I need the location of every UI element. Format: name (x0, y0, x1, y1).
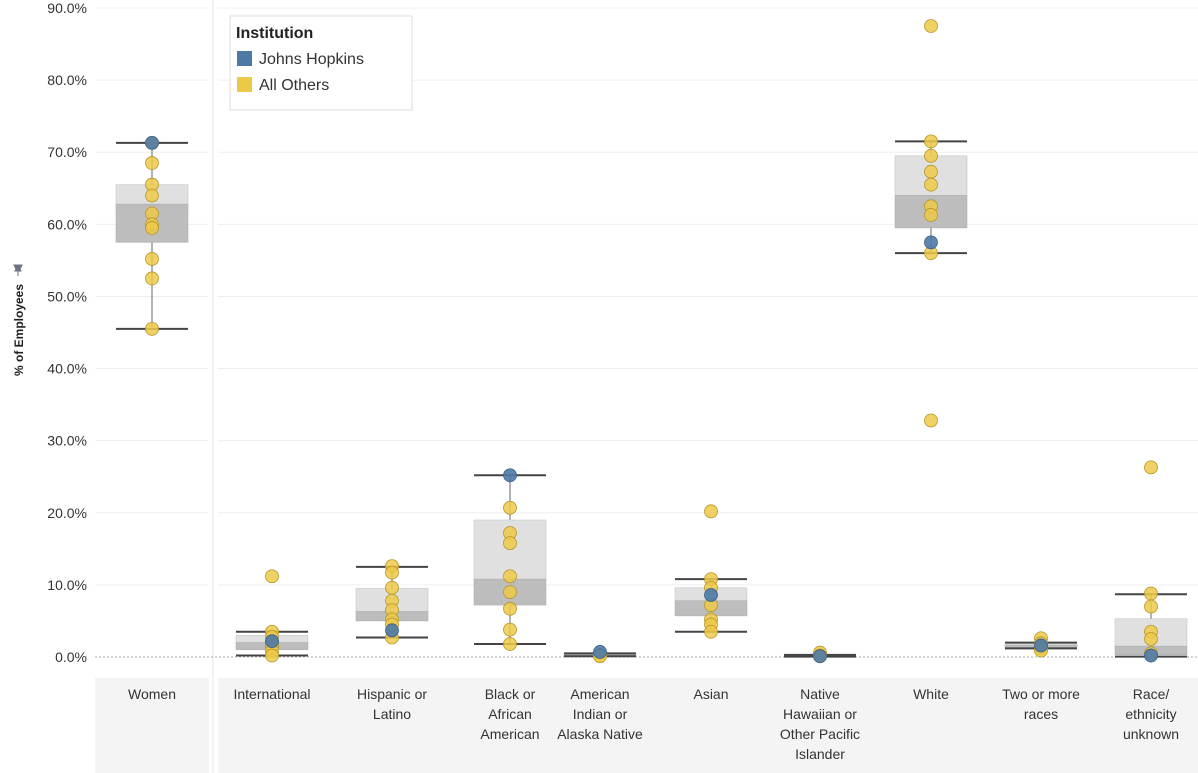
chart-panels (95, 0, 1198, 773)
y-tick-label: 0.0% (55, 649, 87, 665)
legend-label-johns-hopkins: Johns Hopkins (259, 51, 364, 68)
point-johns-hopkins (924, 235, 938, 250)
point-all-others (145, 156, 159, 170)
point-all-others (924, 164, 938, 179)
point-johns-hopkins (265, 634, 279, 649)
category-label: Hispanic or Latino (357, 686, 427, 722)
point-all-others (1144, 586, 1158, 601)
point-all-others (924, 208, 938, 222)
point-johns-hopkins (503, 468, 517, 483)
y-tick-label: 20.0% (47, 505, 87, 521)
legend-swatch-all-others (237, 77, 252, 92)
y-tick-label: 60.0% (47, 216, 87, 232)
y-tick-label: 80.0% (47, 72, 87, 88)
label-panel-race (218, 678, 1198, 773)
point-johns-hopkins (1034, 638, 1048, 653)
category-label: Two or more races (1002, 686, 1080, 722)
point-johns-hopkins (385, 623, 399, 638)
point-all-others (145, 252, 159, 266)
gridlines (95, 7, 1198, 658)
point-johns-hopkins (1144, 648, 1158, 663)
pin-icon[interactable] (13, 264, 23, 276)
category-label: Native Hawaiian or Other Pacific Islander (780, 686, 860, 762)
point-all-others (145, 221, 159, 235)
category-label: White (913, 686, 949, 702)
category-label: International (233, 686, 310, 702)
point-all-others (503, 585, 517, 599)
point-all-others (265, 648, 279, 663)
point-all-others (704, 624, 718, 639)
point-all-others (503, 569, 517, 584)
point-all-others (924, 19, 938, 33)
x-axis-labels: Women International Hispanic or Latino Black… (128, 686, 1179, 762)
legend-title: Institution (236, 25, 313, 42)
point-all-others (1144, 460, 1158, 475)
point-all-others (704, 504, 718, 519)
point-all-others (385, 565, 399, 580)
point-all-others (265, 569, 279, 584)
point-all-others (145, 271, 159, 286)
point-all-others (503, 500, 517, 515)
point-all-others (1144, 632, 1158, 646)
point-all-others (503, 637, 517, 651)
point-all-others (503, 601, 517, 616)
box-0 (115, 141, 189, 330)
point-all-others (924, 413, 938, 428)
y-tick-label: 30.0% (47, 433, 87, 449)
y-tick-label: 70.0% (47, 144, 87, 160)
category-label: Race/ethnicity unknown (1123, 686, 1179, 742)
point-johns-hopkins (813, 649, 827, 664)
point-all-others (503, 622, 517, 637)
category-label: Women (128, 686, 176, 702)
point-all-others (1144, 599, 1158, 614)
label-panel-women (95, 678, 209, 773)
y-tick-label: 90.0% (47, 0, 87, 16)
box-7 (894, 140, 968, 255)
point-johns-hopkins (145, 135, 159, 150)
legend-swatch-johns-hopkins (237, 51, 252, 66)
y-tick-label: 10.0% (47, 577, 87, 593)
legend: Institution Johns Hopkins All Others (229, 15, 413, 111)
y-tick-label: 50.0% (47, 288, 87, 304)
box-3 (473, 474, 547, 646)
point-johns-hopkins (704, 588, 718, 602)
points (145, 19, 1158, 664)
point-all-others (145, 321, 159, 336)
y-axis-title: % of Employees (12, 284, 26, 376)
category-label: Black or African American (480, 686, 539, 742)
point-all-others (924, 134, 938, 149)
y-axis: 0.0% 10.0% 20.0% 30.0% 40.0% 50.0% 60.0% 70.0% 8… (47, 0, 87, 665)
point-all-others (385, 580, 399, 595)
point-all-others (924, 177, 938, 192)
category-label: American Indian or Alaska Native (557, 686, 643, 742)
category-label: Asian (693, 686, 728, 702)
point-johns-hopkins (593, 645, 607, 659)
point-all-others (503, 536, 517, 550)
y-tick-label: 40.0% (47, 361, 87, 377)
legend-box (229, 15, 413, 111)
point-all-others (924, 148, 938, 163)
point-all-others (145, 188, 159, 203)
legend-label-all-others: All Others (259, 77, 329, 94)
